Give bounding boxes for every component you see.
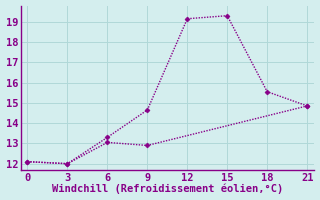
X-axis label: Windchill (Refroidissement éolien,°C): Windchill (Refroidissement éolien,°C) xyxy=(52,184,283,194)
